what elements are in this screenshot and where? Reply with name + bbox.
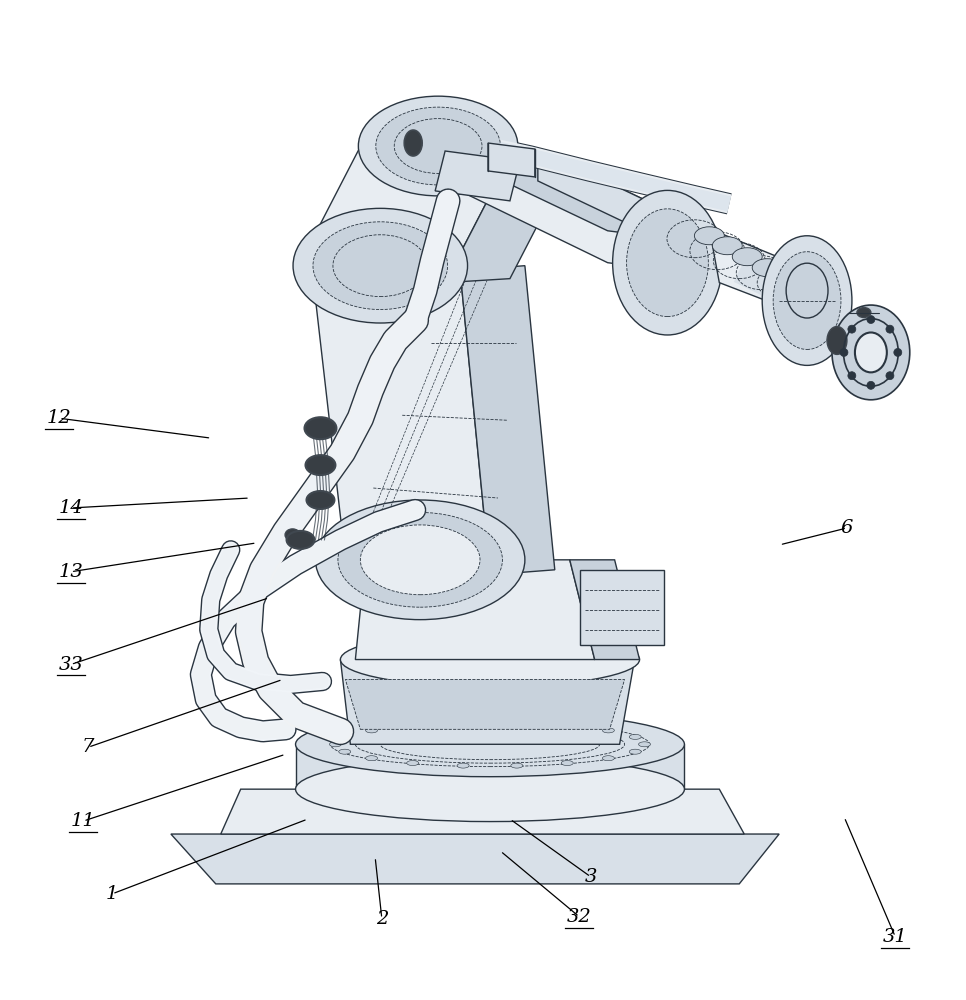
- Ellipse shape: [287, 531, 315, 549]
- Text: 32: 32: [567, 908, 592, 926]
- Text: 13: 13: [58, 563, 83, 581]
- Ellipse shape: [511, 720, 523, 725]
- Polygon shape: [488, 143, 535, 177]
- Text: 33: 33: [58, 656, 83, 674]
- Ellipse shape: [407, 761, 418, 766]
- Ellipse shape: [561, 723, 573, 728]
- Ellipse shape: [305, 455, 335, 475]
- Ellipse shape: [832, 305, 910, 400]
- Ellipse shape: [855, 332, 887, 372]
- Ellipse shape: [561, 761, 573, 766]
- Polygon shape: [398, 131, 748, 249]
- Text: 1: 1: [106, 885, 119, 903]
- Polygon shape: [346, 679, 625, 729]
- Polygon shape: [460, 266, 554, 575]
- Text: 6: 6: [841, 519, 853, 537]
- Ellipse shape: [762, 236, 852, 365]
- Ellipse shape: [338, 512, 502, 607]
- Ellipse shape: [627, 209, 708, 317]
- Ellipse shape: [365, 756, 378, 761]
- Ellipse shape: [316, 500, 525, 620]
- Circle shape: [886, 372, 894, 380]
- Text: 12: 12: [46, 409, 71, 427]
- Ellipse shape: [304, 417, 336, 439]
- Text: 7: 7: [82, 738, 95, 756]
- Polygon shape: [445, 159, 572, 283]
- Ellipse shape: [309, 493, 327, 507]
- Ellipse shape: [360, 525, 480, 595]
- Polygon shape: [580, 570, 665, 645]
- Ellipse shape: [329, 742, 341, 747]
- Ellipse shape: [457, 763, 469, 768]
- Ellipse shape: [407, 723, 418, 728]
- Ellipse shape: [457, 720, 469, 725]
- Ellipse shape: [311, 425, 329, 439]
- Ellipse shape: [753, 259, 782, 277]
- Text: 11: 11: [71, 812, 96, 830]
- Ellipse shape: [285, 529, 300, 541]
- Polygon shape: [709, 229, 797, 313]
- Polygon shape: [435, 151, 520, 201]
- Ellipse shape: [376, 107, 500, 185]
- Circle shape: [848, 372, 856, 380]
- Ellipse shape: [293, 208, 468, 323]
- Ellipse shape: [712, 237, 742, 255]
- Polygon shape: [340, 660, 635, 744]
- Ellipse shape: [603, 756, 614, 761]
- Ellipse shape: [296, 712, 685, 777]
- Ellipse shape: [695, 227, 724, 245]
- Ellipse shape: [365, 728, 378, 733]
- Ellipse shape: [339, 749, 351, 754]
- Ellipse shape: [313, 222, 447, 310]
- Circle shape: [886, 325, 894, 333]
- Ellipse shape: [612, 190, 723, 335]
- Circle shape: [867, 381, 875, 389]
- Circle shape: [867, 316, 875, 324]
- Polygon shape: [296, 744, 685, 789]
- Ellipse shape: [296, 757, 685, 822]
- Ellipse shape: [511, 763, 523, 768]
- Ellipse shape: [358, 96, 518, 196]
- Circle shape: [840, 348, 848, 356]
- Text: 3: 3: [584, 868, 597, 886]
- Ellipse shape: [339, 734, 351, 739]
- Polygon shape: [398, 161, 748, 281]
- Polygon shape: [171, 834, 780, 884]
- Ellipse shape: [827, 327, 847, 354]
- Ellipse shape: [306, 491, 334, 509]
- Polygon shape: [305, 131, 508, 283]
- Text: 31: 31: [883, 928, 908, 946]
- Ellipse shape: [404, 130, 422, 156]
- Ellipse shape: [340, 632, 639, 687]
- Text: 14: 14: [58, 499, 83, 517]
- Polygon shape: [355, 560, 595, 660]
- Ellipse shape: [629, 749, 641, 754]
- Polygon shape: [570, 560, 639, 660]
- Polygon shape: [221, 789, 744, 834]
- Ellipse shape: [309, 458, 327, 472]
- Polygon shape: [538, 149, 748, 281]
- Ellipse shape: [603, 728, 614, 733]
- Text: 2: 2: [376, 910, 388, 928]
- Circle shape: [848, 325, 856, 333]
- Ellipse shape: [857, 308, 871, 318]
- Ellipse shape: [773, 252, 841, 349]
- Ellipse shape: [732, 248, 762, 266]
- Polygon shape: [310, 256, 490, 575]
- Ellipse shape: [629, 734, 641, 739]
- Ellipse shape: [639, 742, 650, 747]
- Circle shape: [894, 348, 902, 356]
